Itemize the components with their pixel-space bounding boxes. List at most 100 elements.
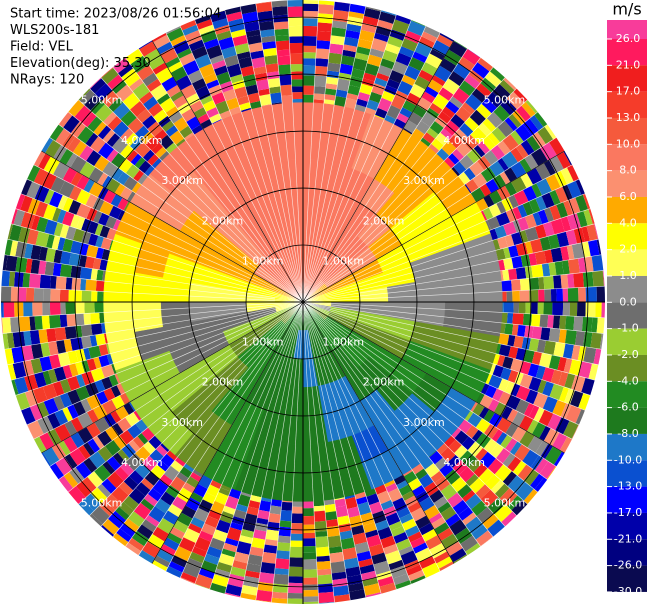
noise-cell bbox=[261, 35, 276, 43]
noise-cell bbox=[123, 176, 138, 191]
noise-cell bbox=[334, 1, 351, 4]
noise-cell bbox=[494, 464, 512, 482]
noise-cell bbox=[70, 265, 82, 279]
noise-cell bbox=[269, 86, 281, 94]
noise-cell bbox=[43, 288, 51, 302]
noise-cell bbox=[160, 491, 176, 506]
ray-gap bbox=[302, 208, 591, 303]
noise-cell bbox=[576, 210, 588, 228]
noise-cell bbox=[481, 98, 498, 114]
noise-cell bbox=[380, 10, 397, 16]
colorbar-tick-label: -26.0 bbox=[614, 559, 642, 572]
noise-cell bbox=[399, 107, 413, 119]
noise-cell bbox=[103, 387, 116, 402]
noise-cell bbox=[148, 505, 166, 523]
noise-cell bbox=[347, 16, 364, 27]
noise-cell bbox=[155, 444, 168, 457]
noise-cell bbox=[568, 359, 583, 376]
noise-cell bbox=[560, 245, 570, 261]
noise-cell bbox=[500, 405, 513, 420]
noise-cell bbox=[303, 546, 317, 553]
noise-cell bbox=[216, 71, 232, 85]
noise-cell bbox=[191, 78, 207, 91]
noise-cell bbox=[160, 47, 179, 64]
noise-cell bbox=[462, 48, 481, 66]
noise-cell bbox=[343, 36, 359, 47]
noise-cell bbox=[98, 343, 109, 357]
noise-cell bbox=[77, 427, 94, 444]
noise-cell bbox=[81, 218, 92, 233]
noise-cell bbox=[100, 524, 115, 537]
noise-cell bbox=[216, 30, 232, 41]
noise-cell bbox=[531, 183, 543, 198]
noise-cell bbox=[401, 38, 418, 52]
noise-cell bbox=[554, 170, 568, 188]
noise-cell bbox=[314, 65, 328, 77]
noise-cell bbox=[130, 153, 142, 166]
noise-cell bbox=[490, 443, 504, 459]
noise-cell bbox=[356, 550, 372, 562]
noise-cell bbox=[440, 506, 457, 522]
spoke bbox=[41, 150, 304, 303]
noise-cell bbox=[459, 122, 474, 138]
ray-gap bbox=[15, 208, 304, 303]
noise-cell bbox=[94, 83, 113, 101]
noise-cell bbox=[58, 111, 73, 128]
noise-cell bbox=[548, 354, 561, 371]
noise-cell bbox=[67, 389, 81, 405]
spoke bbox=[302, 301, 565, 454]
noise-cell bbox=[496, 333, 510, 346]
ray-gap bbox=[15, 301, 304, 396]
noise-cell bbox=[112, 57, 131, 74]
noise-cell bbox=[467, 48, 481, 58]
noise-cell bbox=[511, 279, 521, 292]
noise-cell bbox=[115, 84, 134, 102]
noise-cell bbox=[46, 234, 55, 249]
noise-cell bbox=[179, 52, 196, 66]
noise-cell bbox=[556, 202, 569, 219]
noise-cell bbox=[530, 238, 543, 254]
noise-cell bbox=[465, 424, 479, 439]
noise-cell bbox=[172, 95, 188, 109]
noise-cell bbox=[33, 168, 49, 186]
noise-cell bbox=[553, 451, 565, 467]
noise-cell bbox=[101, 364, 115, 379]
noise-cell bbox=[82, 442, 95, 457]
noise-cell bbox=[105, 215, 117, 230]
noise-cell bbox=[107, 471, 124, 489]
noise-cell bbox=[528, 198, 541, 214]
noise-cell bbox=[288, 25, 303, 37]
noise-cell bbox=[483, 438, 498, 454]
noise-cell bbox=[148, 56, 165, 71]
noise-cell bbox=[39, 432, 55, 451]
noise-cell bbox=[234, 42, 250, 55]
noise-cell bbox=[393, 531, 409, 544]
noise-cell bbox=[523, 349, 535, 364]
noise-cell bbox=[354, 52, 370, 62]
noise-cell bbox=[14, 376, 29, 395]
noise-cell bbox=[315, 531, 328, 538]
noise-cell bbox=[521, 336, 531, 350]
noise-cell bbox=[392, 497, 408, 513]
noise-cell bbox=[193, 507, 210, 523]
noise-cell bbox=[49, 302, 61, 316]
noise-cell bbox=[140, 477, 154, 491]
noise-cell bbox=[180, 20, 197, 31]
noise-cell bbox=[578, 393, 591, 411]
noise-cell bbox=[222, 505, 236, 515]
ray-gap bbox=[194, 301, 304, 585]
noise-cell bbox=[500, 367, 512, 381]
noise-cell bbox=[102, 518, 120, 536]
noise-cell bbox=[422, 132, 436, 144]
noise-cell bbox=[233, 509, 247, 520]
noise-cell bbox=[410, 462, 424, 475]
noise-cell bbox=[315, 48, 330, 60]
noise-cell bbox=[123, 402, 135, 416]
noise-cell bbox=[191, 45, 208, 60]
noise-cell bbox=[499, 79, 515, 95]
noise-cell bbox=[370, 38, 388, 53]
noise-cell bbox=[329, 43, 344, 55]
noise-cell bbox=[90, 99, 105, 115]
noise-cell bbox=[552, 399, 567, 417]
noise-cell bbox=[123, 495, 140, 511]
